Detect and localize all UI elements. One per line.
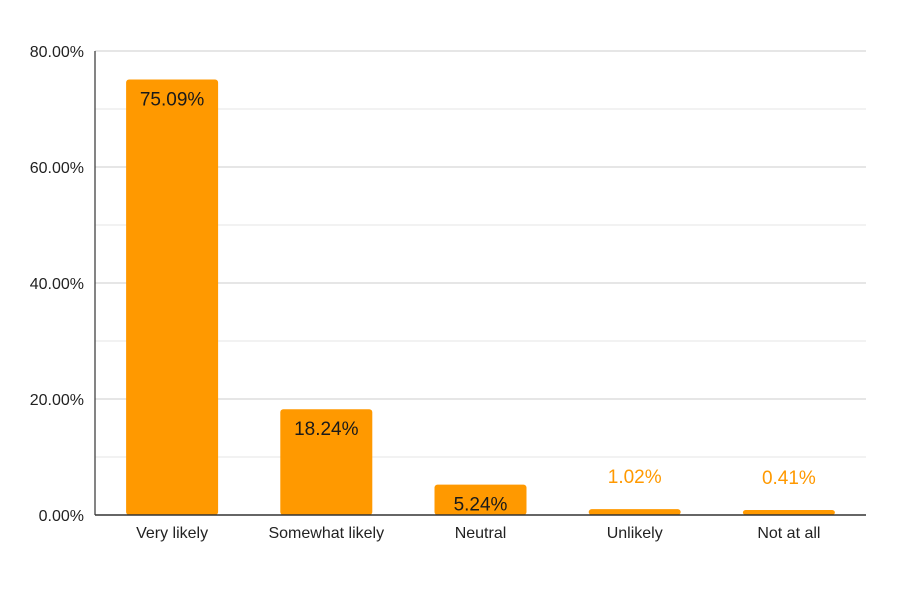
axes: 0.00% 20.00% 40.00% 60.00% 80.00% Very likely… xyxy=(30,44,866,542)
x-tick-label: Unlikely xyxy=(607,525,663,542)
x-tick-label: Not at all xyxy=(757,525,820,542)
x-tick-label: Neutral xyxy=(455,525,507,542)
data-label: 1.02% xyxy=(608,467,662,488)
bar[interactable] xyxy=(434,484,527,515)
y-tick-label: 20.00% xyxy=(30,392,84,409)
x-tick-label: Very likely xyxy=(136,525,208,542)
data-label: 5.24% xyxy=(454,495,508,516)
x-tick-label: Somewhat likely xyxy=(268,525,384,542)
y-tick-label: 60.00% xyxy=(30,160,84,177)
bar[interactable] xyxy=(126,79,219,515)
bar[interactable] xyxy=(280,409,373,515)
gridlines xyxy=(95,50,866,458)
bar[interactable] xyxy=(588,509,681,515)
bar[interactable] xyxy=(742,510,835,515)
data-label: 18.24% xyxy=(294,419,359,440)
bars xyxy=(126,79,835,515)
y-tick-label: 40.00% xyxy=(30,276,84,293)
data-labels: 75.09% 18.24% 5.24% 1.02% 0.41% xyxy=(140,89,816,515)
data-label: 0.41% xyxy=(762,468,816,489)
data-label: 75.09% xyxy=(140,89,205,110)
y-tick-label: 0.00% xyxy=(39,508,84,525)
y-tick-label: 80.00% xyxy=(30,44,84,61)
